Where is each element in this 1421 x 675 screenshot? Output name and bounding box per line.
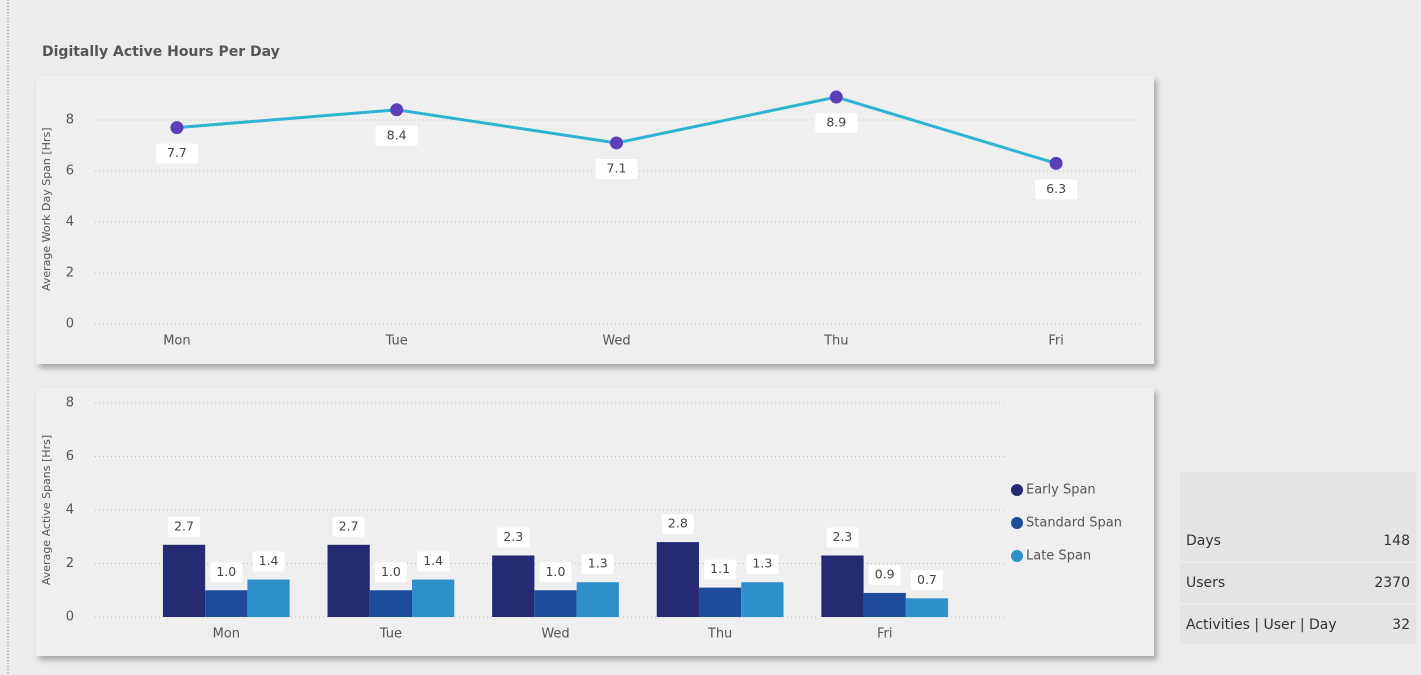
dashboard-title: Digitally Active Hours Per Day — [42, 44, 280, 60]
label-box — [332, 516, 365, 537]
y-axis-label: Average Active Spans [Hrs] — [40, 435, 53, 585]
legend-label: Early Span — [1026, 483, 1096, 498]
data-label: 1.4 — [259, 553, 279, 568]
label-box — [661, 514, 694, 535]
label-box — [374, 562, 407, 583]
data-label: 8.4 — [387, 127, 407, 142]
label-box — [581, 554, 614, 575]
bar — [492, 555, 535, 617]
y-tick-label: 4 — [66, 503, 74, 518]
legend-label: Late Span — [1026, 549, 1091, 564]
bar — [534, 590, 577, 617]
panel — [36, 76, 1154, 364]
label-box — [155, 143, 198, 164]
data-label: 1.1 — [710, 561, 730, 576]
data-label: 1.0 — [381, 564, 401, 579]
label-box — [375, 125, 418, 146]
bar — [698, 587, 742, 617]
y-axis-label: Average Work Day Span [Hrs] — [40, 127, 53, 291]
table-value: 32 — [1392, 617, 1410, 633]
bar — [905, 598, 949, 617]
bar — [327, 544, 370, 617]
point — [829, 90, 843, 104]
bar — [247, 579, 290, 617]
data-label: 2.3 — [833, 529, 853, 544]
data-label: 1.0 — [546, 564, 566, 579]
data-label: 2.7 — [174, 518, 194, 533]
y-tick-label: 4 — [66, 215, 74, 230]
bar — [821, 555, 864, 617]
bar — [369, 590, 413, 617]
x-tick-label: Mon — [213, 627, 240, 642]
y-tick-label: 6 — [66, 164, 74, 179]
x-tick-label: Thu — [823, 334, 848, 349]
x-tick-label: Fri — [1048, 334, 1064, 349]
label-box — [1035, 179, 1078, 200]
data-label: 0.7 — [917, 572, 937, 587]
label-box — [815, 113, 858, 134]
y-tick-label: 8 — [66, 113, 74, 128]
y-tick-label: 6 — [66, 449, 74, 464]
x-tick-label: Mon — [163, 334, 190, 349]
y-tick-label: 0 — [66, 610, 74, 625]
data-label: 6.3 — [1046, 181, 1066, 196]
data-label: 8.9 — [826, 115, 846, 130]
bar — [412, 579, 455, 617]
data-label: 2.8 — [668, 516, 688, 531]
point — [1049, 156, 1063, 170]
bar — [741, 582, 784, 617]
label-box — [168, 516, 201, 537]
table-value: 148 — [1383, 533, 1410, 549]
y-tick-label: 2 — [66, 556, 74, 571]
point — [390, 103, 404, 117]
data-label: 7.7 — [167, 145, 187, 160]
y-tick-label: 2 — [66, 266, 74, 281]
legend-swatch — [1011, 484, 1023, 496]
data-label: 1.0 — [216, 564, 236, 579]
data-label: 2.7 — [339, 518, 359, 533]
point — [610, 136, 623, 150]
x-tick-label: Thu — [707, 627, 732, 642]
bar — [576, 582, 619, 617]
data-label: 1.3 — [588, 556, 608, 571]
data-label: 7.1 — [607, 160, 627, 175]
table-key: Days — [1186, 533, 1221, 549]
legend-label: Standard Span — [1026, 516, 1122, 531]
x-tick-label: Tue — [385, 334, 408, 349]
bar — [656, 542, 699, 617]
bar — [863, 592, 906, 617]
data-label: 1.3 — [752, 556, 772, 571]
data-label: 2.3 — [503, 529, 523, 544]
x-tick-label: Tue — [379, 627, 402, 642]
bar — [162, 544, 206, 617]
label-box — [252, 551, 285, 572]
y-tick-label: 0 — [66, 317, 74, 332]
label-box — [539, 562, 572, 583]
legend-swatch — [1011, 550, 1023, 562]
label-box — [868, 564, 901, 585]
point — [170, 121, 184, 135]
data-label: 0.9 — [875, 566, 895, 581]
data-label: 1.4 — [423, 553, 443, 568]
stats-table — [1180, 472, 1416, 644]
table-value: 2370 — [1374, 575, 1410, 591]
label-box — [210, 562, 243, 583]
label-box — [826, 527, 859, 548]
label-box — [497, 527, 530, 548]
label-box — [595, 158, 638, 179]
label-box — [704, 559, 737, 580]
table-key: Activities | User | Day — [1186, 617, 1337, 633]
legend-swatch — [1011, 517, 1023, 529]
x-tick-label: Wed — [602, 334, 630, 349]
x-tick-label: Fri — [877, 627, 893, 642]
label-box — [746, 554, 779, 575]
x-tick-label: Wed — [541, 627, 569, 642]
bar — [205, 590, 248, 617]
label-box — [910, 570, 943, 591]
label-box — [417, 551, 450, 572]
y-tick-label: 8 — [66, 396, 74, 411]
table-key: Users — [1186, 575, 1225, 591]
